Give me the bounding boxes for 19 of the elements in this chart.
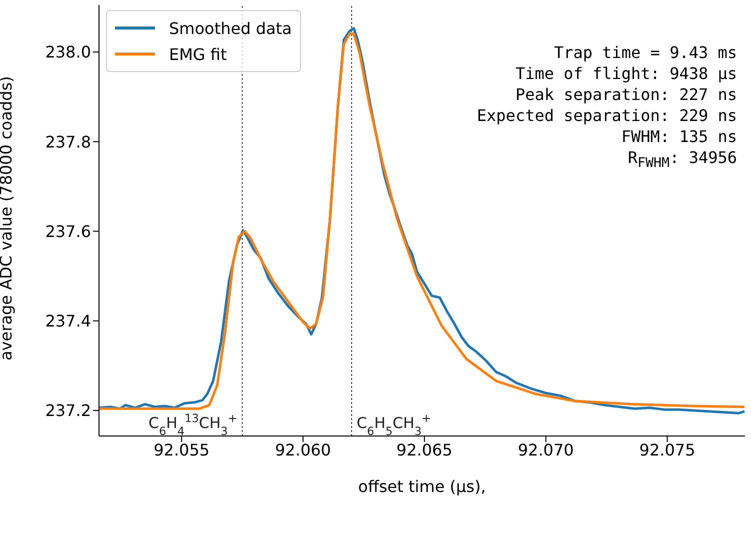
annotation: Time of flight: 9438 μs [514,63,737,84]
x-tick-label: 92.065 [396,440,452,460]
legend-label: Smoothed data [169,18,292,38]
annotation: FWHM: 135 ns [620,126,737,147]
annotation: R$_{FWHM}$: 34956 [626,147,737,174]
x-tick-label: 92.055 [154,440,210,460]
annotation: Peak separation: 227 ns [514,84,737,105]
annotation: Expected separation: 229 ns [476,105,737,126]
x-tick-label: 92.060 [275,440,331,460]
y-tick-label: 237.2 [45,401,91,420]
legend-label: EMG fit [169,44,227,64]
y-tick-label: 237.4 [45,312,91,331]
y-tick-label: 237.8 [45,132,91,152]
x-tick-label: 92.075 [639,440,696,460]
x-axis-title: offset time (μs), [358,477,486,496]
x-tick-label: 92.070 [518,440,574,460]
y-tick-label: 238.0 [45,42,91,62]
annotation: Trap time = 9.43 ms [552,42,737,63]
y-tick-label: 237.6 [45,222,91,241]
